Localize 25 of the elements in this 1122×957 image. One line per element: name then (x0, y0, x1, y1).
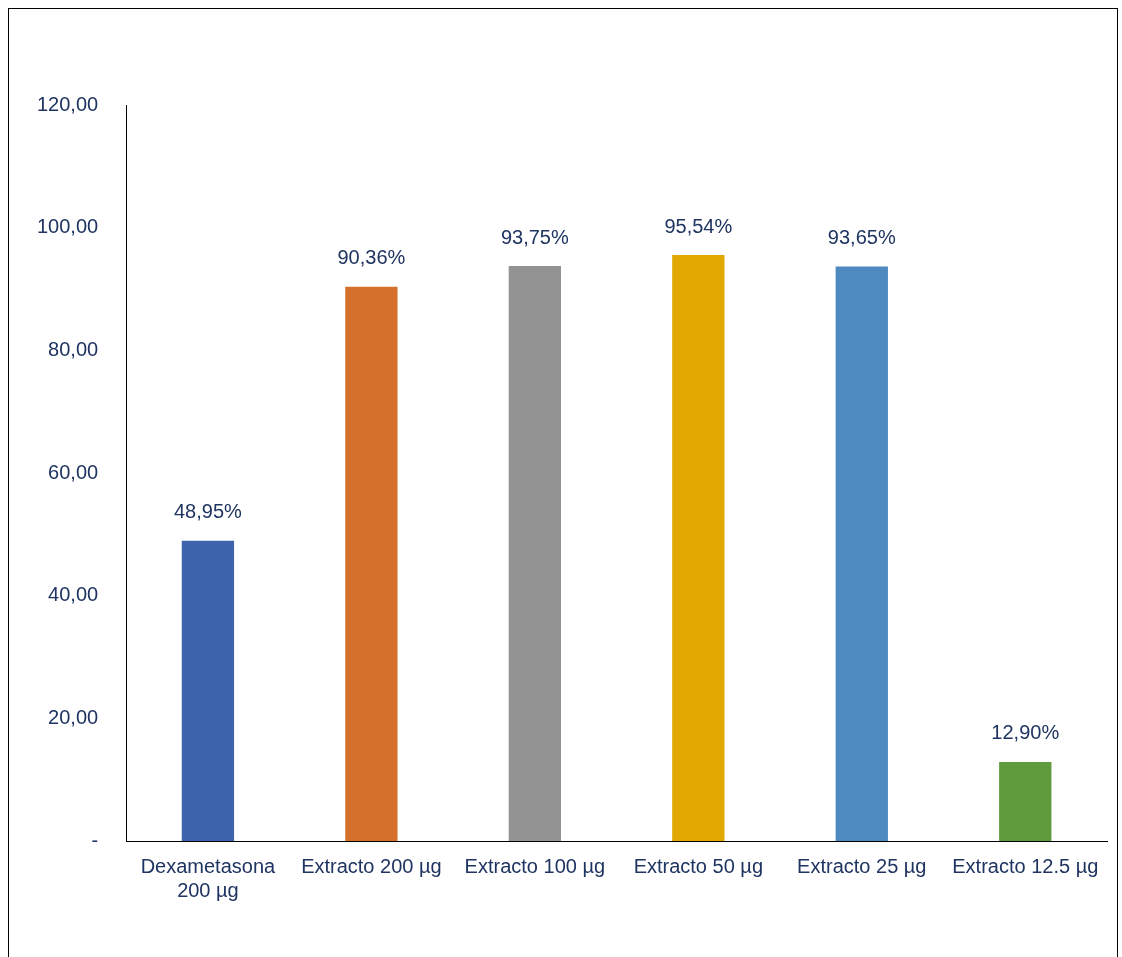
data-label: 93,65% (827, 226, 896, 249)
bar (835, 266, 888, 841)
data-label: 90,36% (337, 246, 406, 269)
bar (345, 286, 398, 841)
bar (999, 761, 1052, 841)
y-tick-label: 100,00 (37, 215, 99, 238)
x-tick-label: Dexametasona 200 µg (140, 854, 277, 901)
bar (672, 255, 725, 841)
x-tick-label: Extracto 12.5 µg (952, 854, 1099, 877)
y-tick-label: 20,00 (48, 705, 99, 728)
y-tick-label: - (91, 828, 99, 851)
x-tick-label: Extracto 200 µg (301, 854, 442, 877)
y-tick-label: 80,00 (48, 337, 99, 360)
data-label: 95,54% (664, 214, 733, 237)
y-tick-label: 40,00 (48, 583, 99, 606)
x-tick-label: Extracto 100 µg (464, 854, 606, 877)
bar (508, 266, 562, 841)
y-tick-label: 120,00 (37, 92, 99, 115)
data-label: 12,90% (991, 721, 1060, 744)
data-label: 93,75% (500, 225, 569, 248)
x-tick-label: Extracto 25 µg (797, 854, 927, 877)
data-label: 48,95% (173, 500, 243, 523)
y-tick-label: 60,00 (48, 460, 99, 483)
bar (181, 540, 235, 841)
x-tick-label: Extracto 50 µg (633, 854, 764, 877)
